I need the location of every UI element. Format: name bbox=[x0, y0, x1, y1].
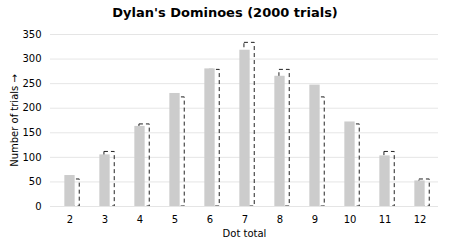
svg-text:12: 12 bbox=[414, 214, 427, 225]
svg-text:Number of trials →: Number of trials → bbox=[9, 74, 20, 167]
svg-text:4: 4 bbox=[137, 214, 143, 225]
svg-text:300: 300 bbox=[22, 53, 41, 64]
svg-text:8: 8 bbox=[277, 214, 283, 225]
svg-text:150: 150 bbox=[22, 127, 41, 138]
svg-text:11: 11 bbox=[379, 214, 392, 225]
svg-text:0: 0 bbox=[35, 201, 41, 212]
svg-text:50: 50 bbox=[29, 176, 42, 187]
svg-text:100: 100 bbox=[22, 152, 41, 163]
svg-text:200: 200 bbox=[22, 102, 41, 113]
svg-text:250: 250 bbox=[22, 78, 41, 89]
svg-text:7: 7 bbox=[242, 214, 248, 225]
svg-text:9: 9 bbox=[312, 214, 318, 225]
svg-text:Dot total: Dot total bbox=[223, 228, 267, 239]
html-text:Dylan's Dominoes (2000 trials): Dylan's Dominoes (2000 trials) bbox=[112, 5, 338, 20]
svg-text:3: 3 bbox=[102, 214, 108, 225]
svg-text:350: 350 bbox=[22, 29, 41, 40]
svg-text:6: 6 bbox=[207, 214, 213, 225]
svg-text:10: 10 bbox=[344, 214, 357, 225]
svg-text:5: 5 bbox=[172, 214, 178, 225]
svg-text:2: 2 bbox=[67, 214, 73, 225]
